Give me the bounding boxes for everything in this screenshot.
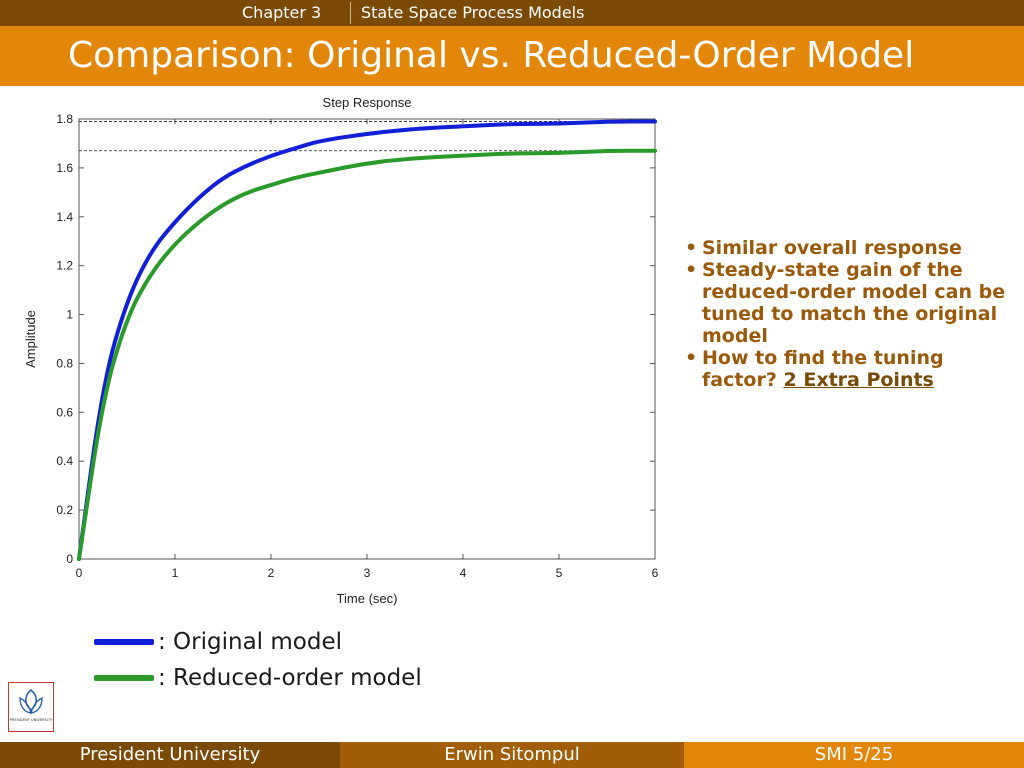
- bullet-list: Similar overall response Steady-state ga…: [682, 237, 1012, 391]
- legend-label-reduced: : Reduced-order model: [158, 665, 422, 691]
- legend-item-original: : Original model: [94, 626, 514, 658]
- x-tick-label: 3: [364, 566, 371, 580]
- title-bar: Comparison: Original vs. Reduced-Order M…: [0, 26, 1024, 86]
- bullet-item-tuning-factor: How to find the tuning factor? 2 Extra P…: [682, 347, 1012, 391]
- legend-item-reduced: : Reduced-order model: [94, 662, 514, 694]
- x-tick-label: 2: [268, 566, 275, 580]
- y-tick-label: 1.2: [56, 259, 73, 273]
- series-line-reduced: [77, 148, 657, 561]
- chart-title: Step Response: [323, 95, 412, 110]
- x-tick-label: 0: [76, 566, 83, 580]
- y-tick-label: 0.2: [56, 503, 73, 517]
- y-tick-label: 1.4: [56, 210, 73, 224]
- footer-page-number: SMI 5/25: [684, 742, 1024, 768]
- bullet-text-tuning-factor: How to find the tuning factor?: [702, 347, 944, 391]
- footer-institution: President University: [0, 742, 340, 768]
- step-response-chart: 0 1 2 3 4 5 6 0 0.2 0.4 0.6 0.8 1 1.2 1.4 1.6 1.8 Step Re…: [23, 95, 659, 606]
- x-tick-label: 6: [652, 566, 659, 580]
- legend-swatch-reduced: [94, 675, 154, 681]
- bullet-item-similar-response: Similar overall response: [682, 237, 1012, 259]
- header-divider: [350, 2, 351, 24]
- header-bar: Chapter 3 State Space Process Models: [0, 0, 1024, 26]
- y-tick-label: 0.8: [56, 356, 73, 370]
- slide-title: Comparison: Original vs. Reduced-Order M…: [68, 35, 915, 76]
- x-tick-label: 4: [460, 566, 467, 580]
- y-axis-label: Amplitude: [23, 310, 38, 368]
- y-tick-label: 0.4: [56, 454, 73, 468]
- extra-points-link[interactable]: 2 Extra Points: [783, 369, 934, 391]
- chapter-label: Chapter 3: [242, 3, 322, 22]
- y-tick-label: 0.6: [56, 405, 73, 419]
- x-tick-label: 5: [556, 566, 563, 580]
- subject-label: State Space Process Models: [361, 3, 585, 22]
- bullet-item-steady-state-gain: Steady-state gain of the reduced-order m…: [682, 259, 1012, 347]
- legend-swatch-original: [94, 639, 154, 645]
- footer-author: Erwin Sitompul: [340, 742, 684, 768]
- legend-label-original: : Original model: [158, 629, 342, 655]
- bullet-text-steady-state-gain: Steady-state gain of the reduced-order m…: [702, 259, 1006, 347]
- y-tick-label: 1: [66, 308, 73, 322]
- y-tick-label: 1.6: [56, 161, 73, 175]
- series-line-original: [77, 119, 657, 561]
- x-tick-label: 1: [172, 566, 179, 580]
- logo-text: PRESIDENT UNIVERSITY: [10, 718, 53, 722]
- x-axis-label: Time (sec): [337, 591, 398, 606]
- plot-area: [78, 118, 656, 560]
- y-tick-label: 1.8: [56, 112, 73, 126]
- footer-bar: President University Erwin Sitompul SMI …: [0, 742, 1024, 768]
- y-tick-label: 0: [66, 552, 73, 566]
- bullet-text-similar-response: Similar overall response: [702, 237, 962, 259]
- president-university-logo-icon: PRESIDENT UNIVERSITY: [8, 682, 54, 732]
